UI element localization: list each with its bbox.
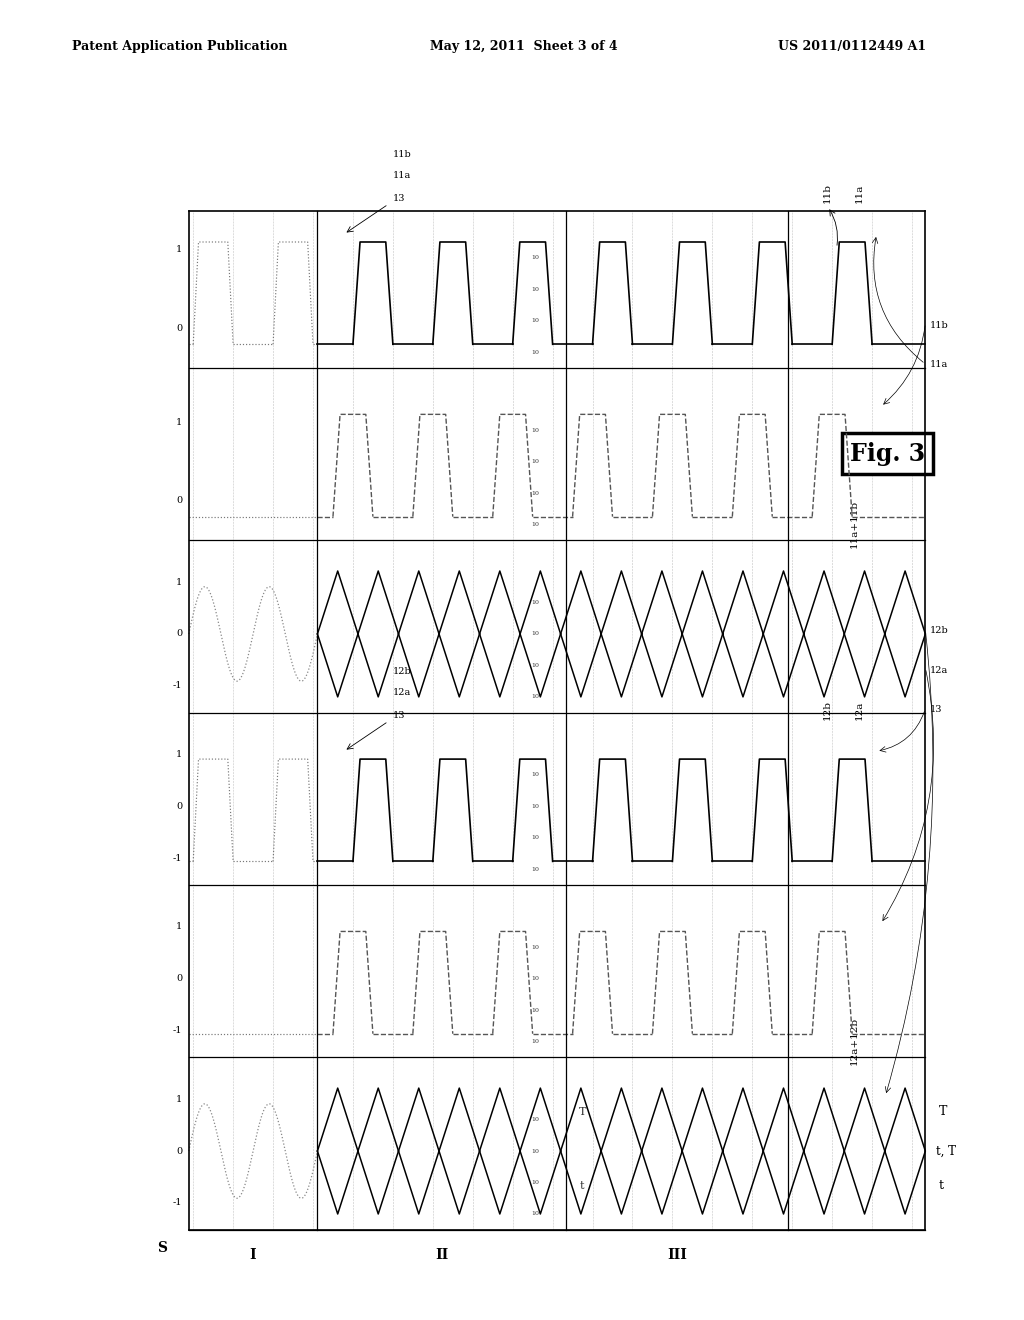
Text: 11a: 11a: [930, 360, 948, 370]
Text: 10: 10: [530, 1007, 539, 1012]
Text: 10: 10: [530, 1212, 539, 1217]
Text: 10: 10: [530, 601, 539, 605]
Text: 10: 10: [530, 663, 539, 668]
Text: May 12, 2011  Sheet 3 of 4: May 12, 2011 Sheet 3 of 4: [430, 41, 617, 54]
Text: 11b: 11b: [823, 183, 833, 203]
Text: 12b: 12b: [823, 700, 833, 721]
Text: 10: 10: [530, 804, 539, 809]
Text: 10: 10: [530, 255, 539, 260]
Text: 10: 10: [530, 631, 539, 636]
Text: 12b: 12b: [930, 626, 948, 635]
Text: 11b: 11b: [393, 150, 412, 160]
Text: t: t: [580, 1180, 584, 1191]
Text: -1: -1: [173, 854, 182, 863]
Text: T: T: [939, 1105, 947, 1118]
Text: 0: 0: [176, 801, 182, 810]
Text: III: III: [667, 1249, 687, 1262]
Text: 10: 10: [530, 318, 539, 323]
Text: 11a: 11a: [393, 172, 411, 180]
Text: S: S: [157, 1241, 167, 1255]
Text: -1: -1: [173, 681, 182, 690]
Text: 10: 10: [530, 694, 539, 700]
Text: 12a+12b: 12a+12b: [850, 1016, 859, 1065]
Text: 10: 10: [530, 836, 539, 841]
Text: 1: 1: [176, 1094, 182, 1104]
Text: -1: -1: [173, 1199, 182, 1208]
Text: 10: 10: [530, 867, 539, 871]
Text: 1: 1: [176, 246, 182, 255]
Text: 11a+11b: 11a+11b: [850, 500, 859, 548]
Text: 11a: 11a: [854, 183, 863, 203]
Text: US 2011/0112449 A1: US 2011/0112449 A1: [778, 41, 927, 54]
Text: I: I: [250, 1249, 256, 1262]
Text: t, T: t, T: [936, 1144, 956, 1158]
Text: 10: 10: [530, 1039, 539, 1044]
Text: 10: 10: [530, 1180, 539, 1185]
Text: Patent Application Publication: Patent Application Publication: [72, 41, 287, 54]
Text: II: II: [435, 1249, 449, 1262]
Text: 10: 10: [530, 350, 539, 355]
Text: 0: 0: [176, 974, 182, 983]
Text: 1: 1: [176, 417, 182, 426]
Text: 10: 10: [530, 1148, 539, 1154]
Text: 0: 0: [176, 1147, 182, 1155]
Text: 12a: 12a: [930, 665, 948, 675]
Text: Fig. 3: Fig. 3: [850, 442, 925, 466]
Text: 12a: 12a: [393, 688, 411, 697]
Text: 13: 13: [393, 194, 406, 203]
Text: 10: 10: [530, 945, 539, 949]
Text: T: T: [580, 1106, 587, 1117]
Text: 1: 1: [176, 750, 182, 759]
Text: 10: 10: [530, 428, 539, 433]
Text: 10: 10: [530, 491, 539, 495]
Text: 11b: 11b: [930, 321, 948, 330]
Text: 10: 10: [530, 772, 539, 777]
Text: 13: 13: [930, 705, 942, 714]
Text: 10: 10: [530, 1117, 539, 1122]
Text: t: t: [939, 1179, 944, 1192]
Text: 0: 0: [176, 323, 182, 333]
Text: 10: 10: [530, 459, 539, 465]
Text: 13: 13: [393, 710, 406, 719]
Text: 12a: 12a: [854, 701, 863, 721]
Text: 1: 1: [176, 578, 182, 586]
Text: 0: 0: [176, 630, 182, 639]
Text: 10: 10: [530, 286, 539, 292]
Text: 1: 1: [176, 923, 182, 931]
Text: 10: 10: [530, 977, 539, 981]
Text: 0: 0: [176, 496, 182, 506]
Text: -1: -1: [173, 1026, 182, 1035]
Text: 12b: 12b: [393, 668, 412, 676]
Text: 10: 10: [530, 521, 539, 527]
